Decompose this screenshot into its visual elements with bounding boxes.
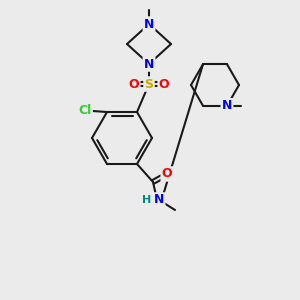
Text: O: O (159, 77, 169, 91)
Text: N: N (144, 17, 154, 31)
Text: N: N (154, 194, 164, 206)
Text: O: O (129, 77, 139, 91)
Text: N: N (222, 99, 232, 112)
Text: H: H (142, 195, 152, 205)
Text: S: S (145, 77, 154, 91)
Text: O: O (162, 167, 172, 181)
Text: N: N (144, 58, 154, 70)
Text: Cl: Cl (78, 103, 92, 116)
